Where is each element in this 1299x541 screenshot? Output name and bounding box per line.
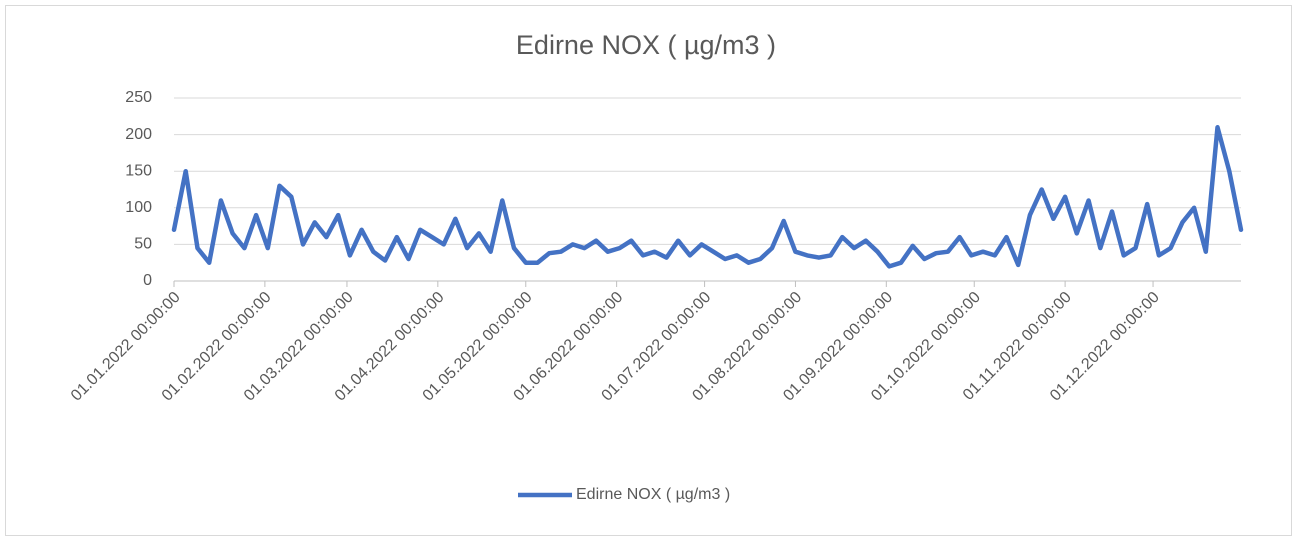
line-series (171, 125, 1244, 269)
y-tick-label: 200 (125, 126, 152, 143)
y-tick-label: 50 (134, 236, 152, 253)
y-tick-label: 250 (125, 89, 152, 106)
legend-label: Edirne NOX ( µg/m3 ) (576, 486, 730, 503)
y-tick-label: 150 (125, 162, 152, 179)
chart-title: Edirne NOX ( µg/m3 ) (516, 30, 776, 60)
y-tick-label: 100 (125, 199, 152, 216)
chart-border (5, 5, 1292, 536)
y-tick-label: 0 (143, 272, 152, 289)
